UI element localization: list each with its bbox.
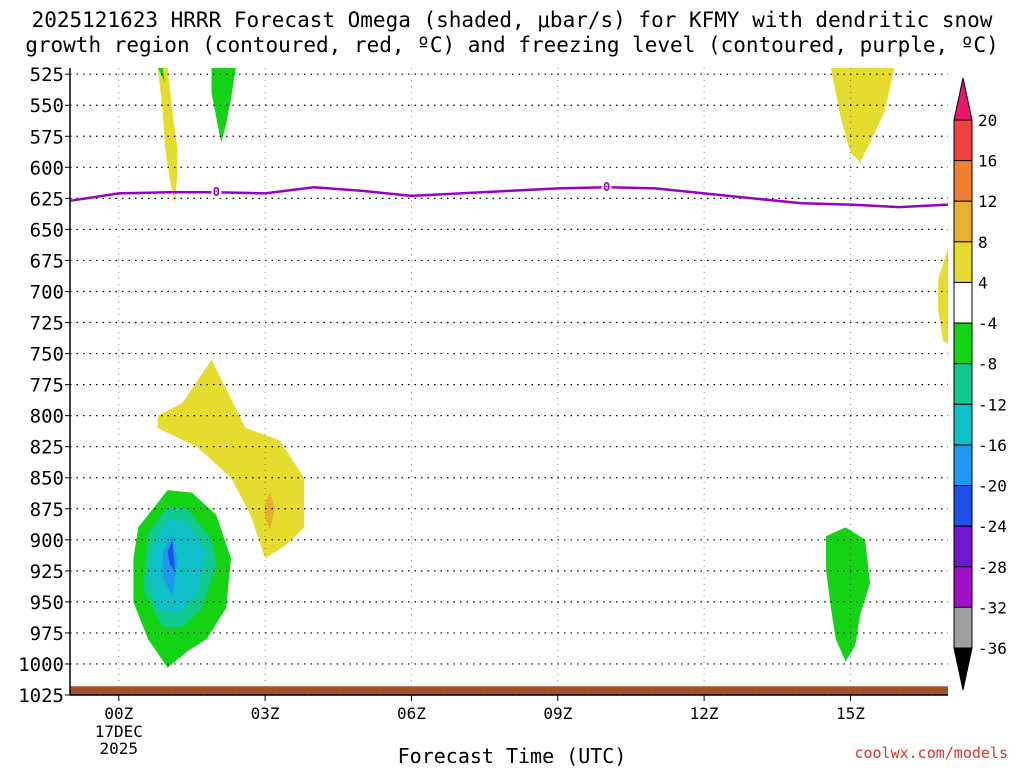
y-tick-label-825: 825 [30, 437, 64, 459]
y-tick-label-850: 850 [30, 468, 64, 490]
colorbar-label-10: -24 [978, 517, 1007, 536]
surface-band-rect [70, 686, 948, 695]
chart-title: 2025121623 HRRR Forecast Omega (shaded, … [0, 8, 1024, 58]
colorbar-label-7: -12 [978, 395, 1007, 414]
colorbar-bottom-arrow [953, 647, 973, 691]
y-tick-label-925: 925 [30, 561, 64, 583]
colorbar-top-arrow [953, 77, 973, 121]
x-tick-label-0: 00Z [104, 704, 133, 723]
omega-region-10 [830, 68, 895, 163]
freezing-label-1: 0 [603, 180, 610, 194]
y-tick-label-1000: 1000 [18, 654, 64, 676]
freezing-label-bg-0 [211, 184, 222, 199]
chart-title-line2: growth region (contoured, red, ºC) and f… [25, 33, 999, 57]
grid-lines [70, 68, 948, 696]
plot-frame [69, 68, 948, 696]
chart-title-line1: 2025121623 HRRR Forecast Omega (shaded, … [31, 8, 993, 32]
y-tick-label-900: 900 [30, 530, 64, 552]
y-tick-label-725: 725 [30, 313, 64, 335]
y-tick-label-625: 625 [30, 188, 64, 210]
colorbar-box-5 [953, 322, 973, 365]
colorbar-box-3 [953, 241, 973, 283]
x-date-label-1: 2025 [100, 739, 139, 758]
y-tick-label-950: 950 [30, 592, 64, 614]
colorbar-box-2 [953, 200, 973, 243]
colorbar-label-12: -32 [978, 598, 1007, 617]
y-tick-label-750: 750 [30, 344, 64, 366]
colorbar-box-9 [953, 485, 973, 527]
y-tick-label-650: 650 [30, 219, 64, 241]
x-tick-label-4: 12Z [690, 704, 719, 723]
colorbar-label-6: -8 [978, 355, 997, 374]
y-tick-label-675: 675 [30, 250, 64, 272]
omega-region-12 [826, 527, 870, 662]
y-tick-label-550: 550 [30, 95, 64, 117]
omega-region-8 [162, 533, 178, 596]
y-tick-label-700: 700 [30, 281, 64, 303]
colorbar-box-10 [953, 525, 973, 568]
x-date-label-0: 17DEC [95, 722, 143, 741]
y-tick-label-800: 800 [30, 406, 64, 428]
colorbar-label-0: 20 [978, 111, 997, 130]
colorbar-box-12 [953, 606, 973, 649]
colorbar-label-5: -4 [978, 314, 997, 333]
y-tick-label-525: 525 [30, 64, 64, 86]
colorbar-box-8 [953, 444, 973, 487]
colorbar-label-11: -28 [978, 558, 1007, 577]
omega-region-3 [211, 68, 236, 143]
y-tick-label-600: 600 [30, 157, 64, 179]
omega-region-7 [148, 518, 207, 615]
omega-region-2 [265, 492, 275, 530]
x-tick-label-3: 09Z [543, 704, 572, 723]
colorbar-label-2: 12 [978, 192, 997, 211]
x-axis-title: Forecast Time (UTC) [397, 744, 627, 768]
colorbar-label-4: 4 [978, 273, 988, 292]
y-axis: 525 550 575 600 625 650 675 700 725 750 775 800 825 8… [18, 64, 70, 707]
colorbar-label-3: 8 [978, 233, 988, 252]
y-tick-label-775: 775 [30, 375, 64, 397]
colorbar-label-13: -36 [978, 639, 1007, 658]
omega-region-11 [938, 248, 948, 344]
x-tick-label-5: 15Z [836, 704, 865, 723]
omega-shading [133, 68, 948, 668]
y-tick-label-975: 975 [30, 623, 64, 645]
colorbar-box-6 [953, 363, 973, 405]
colorbar-box-0 [953, 119, 973, 162]
colorbar-box-7 [953, 403, 973, 446]
credit-link[interactable]: coolwx.com/models [854, 744, 1008, 762]
freezing-label-0: 0 [213, 185, 220, 199]
colorbar-box-11 [953, 566, 973, 608]
surface-band [70, 686, 948, 695]
freezing-label-bg-1 [601, 179, 612, 194]
colorbar-box-1 [953, 160, 973, 202]
y-tick-label-575: 575 [30, 126, 64, 148]
x-tick-label-2: 06Z [397, 704, 426, 723]
x-tick-label-1: 03Z [251, 704, 280, 723]
colorbar-box-4 [953, 281, 973, 324]
y-tick-label-875: 875 [30, 499, 64, 521]
y-tick-label-1025: 1025 [18, 685, 64, 707]
colorbar-label-1: 16 [978, 152, 997, 171]
colorbar-label-9: -20 [978, 477, 1007, 496]
omega-region-4 [157, 68, 166, 83]
colorbar-label-8: -16 [978, 436, 1007, 455]
colorbar: 20 16 12 8 4 -4 -8 -12 -16 -20 -24 -28 -32 -36 [953, 77, 1007, 691]
omega-region-9 [167, 539, 175, 571]
freezing-level-line [69, 185, 949, 209]
